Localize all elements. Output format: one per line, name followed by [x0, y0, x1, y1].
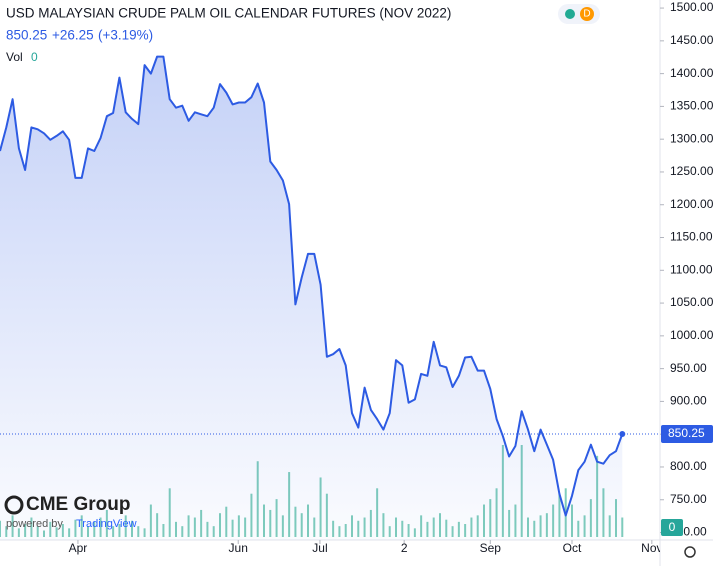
- x-tick-label: Jun: [229, 541, 248, 555]
- badge-dot: [580, 7, 594, 21]
- y-tick-label: 1150.00: [670, 230, 713, 244]
- settings-icon[interactable]: [684, 546, 696, 558]
- logo-provider: TradingView: [76, 518, 137, 530]
- change: +26.25: [52, 28, 94, 43]
- logo-powered: powered by: [6, 518, 63, 530]
- last-point: [619, 431, 626, 438]
- y-tick-label: 950.00: [670, 361, 707, 375]
- y-tick-label: 1100.00: [670, 262, 713, 276]
- last-price-badge: [661, 425, 713, 444]
- y-tick-label: 1050.00: [670, 295, 713, 309]
- y-tick-label: 750.00: [670, 492, 707, 506]
- y-tick-label: 1450.00: [670, 33, 713, 47]
- y-tick-label: 1300.00: [670, 131, 713, 145]
- change-pct: (+3.19%): [98, 28, 153, 43]
- price-line: [0, 55, 624, 517]
- x-tick-label: Apr: [69, 541, 88, 555]
- x-tick-label: Nov: [641, 541, 662, 555]
- vol-value: 0: [31, 50, 38, 64]
- volume-badge: [661, 519, 683, 536]
- x-axis: Apr Jun Jul 2 Sep Oct Nov: [69, 540, 662, 555]
- x-tick-label: Oct: [563, 541, 582, 555]
- x-tick-label: 2: [401, 541, 408, 555]
- x-tick-label: Sep: [480, 541, 502, 555]
- y-tick-label: 800.00: [670, 459, 707, 473]
- symbol: USD MALAYSIAN CRUDE PALM OIL CALENDAR FU…: [6, 6, 451, 21]
- y-tick-label: 1250.00: [670, 164, 713, 178]
- y-tick-label: 1000.00: [670, 328, 713, 342]
- vol-label: Vol: [6, 50, 23, 64]
- logo-icon: [4, 495, 24, 515]
- y-tick-label: 1400.00: [670, 66, 713, 80]
- status-dot: [565, 9, 575, 19]
- x-tick-label: Jul: [312, 541, 327, 555]
- y-tick-label: 1500.00: [670, 0, 713, 14]
- last-price-label: 850.25: [668, 426, 705, 440]
- volume-badge-label: 0: [669, 520, 676, 534]
- y-tick-label: 1350.00: [670, 99, 713, 113]
- y-tick-label: 900.00: [670, 394, 707, 408]
- logo: CME Group powered by TradingView: [4, 494, 137, 530]
- last-price: 850.25: [6, 28, 47, 43]
- price-area: [0, 56, 623, 540]
- badge: D: [583, 9, 590, 20]
- logo-name: CME Group: [26, 494, 131, 515]
- y-tick-label: 1200.00: [670, 197, 713, 211]
